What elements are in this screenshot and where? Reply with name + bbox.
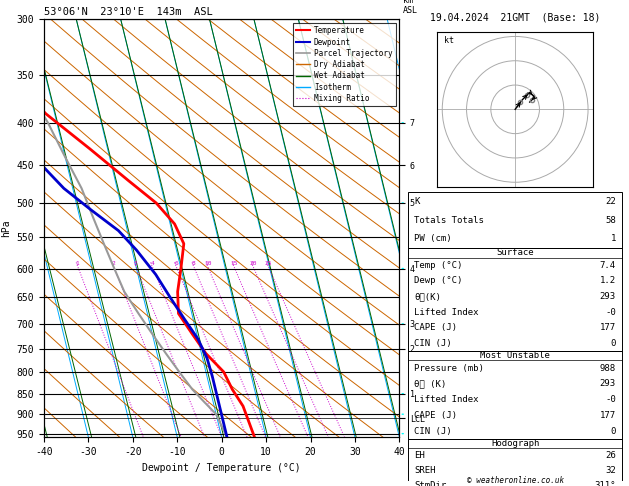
Text: 177: 177	[599, 411, 616, 420]
Text: 19.04.2024  21GMT  (Base: 18): 19.04.2024 21GMT (Base: 18)	[430, 12, 600, 22]
Text: 32: 32	[605, 466, 616, 475]
Text: Totals Totals: Totals Totals	[415, 216, 484, 225]
Text: Temp (°C): Temp (°C)	[415, 261, 463, 270]
Text: 26: 26	[605, 451, 616, 460]
Text: kt: kt	[443, 36, 454, 45]
Text: 988: 988	[599, 364, 616, 373]
Text: CIN (J): CIN (J)	[415, 339, 452, 347]
Text: CAPE (J): CAPE (J)	[415, 323, 457, 332]
Text: © weatheronline.co.uk: © weatheronline.co.uk	[467, 475, 564, 485]
Text: -0: -0	[605, 308, 616, 316]
Text: 22: 22	[605, 197, 616, 206]
Text: K: K	[415, 197, 420, 206]
Text: 8: 8	[192, 261, 196, 266]
Text: 20: 20	[249, 261, 257, 266]
Legend: Temperature, Dewpoint, Parcel Trajectory, Dry Adiabat, Wet Adiabat, Isotherm, Mi: Temperature, Dewpoint, Parcel Trajectory…	[293, 23, 396, 106]
Text: θᴇ(K): θᴇ(K)	[415, 292, 442, 301]
X-axis label: Dewpoint / Temperature (°C): Dewpoint / Temperature (°C)	[142, 463, 301, 473]
Text: CIN (J): CIN (J)	[415, 427, 452, 436]
Text: StmDir: StmDir	[415, 481, 447, 486]
Text: CAPE (J): CAPE (J)	[415, 411, 457, 420]
Text: θᴇ (K): θᴇ (K)	[415, 380, 447, 388]
Text: 15: 15	[230, 261, 238, 266]
Text: SREH: SREH	[415, 466, 436, 475]
Bar	[408, 439, 623, 481]
Text: 2: 2	[112, 261, 115, 266]
Y-axis label: hPa: hPa	[1, 220, 11, 237]
Bar	[408, 248, 623, 351]
Text: km
ASL: km ASL	[403, 0, 418, 15]
Text: Dewp (°C): Dewp (°C)	[415, 277, 463, 285]
Text: PW (cm): PW (cm)	[415, 234, 452, 243]
Text: EH: EH	[415, 451, 425, 460]
Text: 58: 58	[605, 216, 616, 225]
Text: 1.2: 1.2	[599, 277, 616, 285]
Text: 177: 177	[599, 323, 616, 332]
Bar	[408, 192, 623, 248]
Text: 6: 6	[174, 261, 178, 266]
Text: Lifted Index: Lifted Index	[415, 308, 479, 316]
Text: Pressure (mb): Pressure (mb)	[415, 364, 484, 373]
Text: Most Unstable: Most Unstable	[480, 351, 550, 360]
Text: 3: 3	[134, 261, 138, 266]
Bar	[408, 351, 623, 439]
Text: 0: 0	[611, 339, 616, 347]
Text: -0: -0	[605, 395, 616, 404]
Text: Lifted Index: Lifted Index	[415, 395, 479, 404]
Text: 4: 4	[150, 261, 154, 266]
Text: 293: 293	[599, 380, 616, 388]
Text: 10: 10	[204, 261, 211, 266]
Text: Hodograph: Hodograph	[491, 439, 539, 449]
Text: 311°: 311°	[594, 481, 616, 486]
Text: 25: 25	[264, 261, 272, 266]
Text: 0: 0	[611, 427, 616, 436]
Text: 293: 293	[599, 292, 616, 301]
Text: 7.4: 7.4	[599, 261, 616, 270]
Text: 1: 1	[75, 261, 79, 266]
Text: Surface: Surface	[496, 248, 534, 258]
Text: 53°06'N  23°10'E  143m  ASL: 53°06'N 23°10'E 143m ASL	[44, 7, 213, 17]
Text: 1: 1	[611, 234, 616, 243]
